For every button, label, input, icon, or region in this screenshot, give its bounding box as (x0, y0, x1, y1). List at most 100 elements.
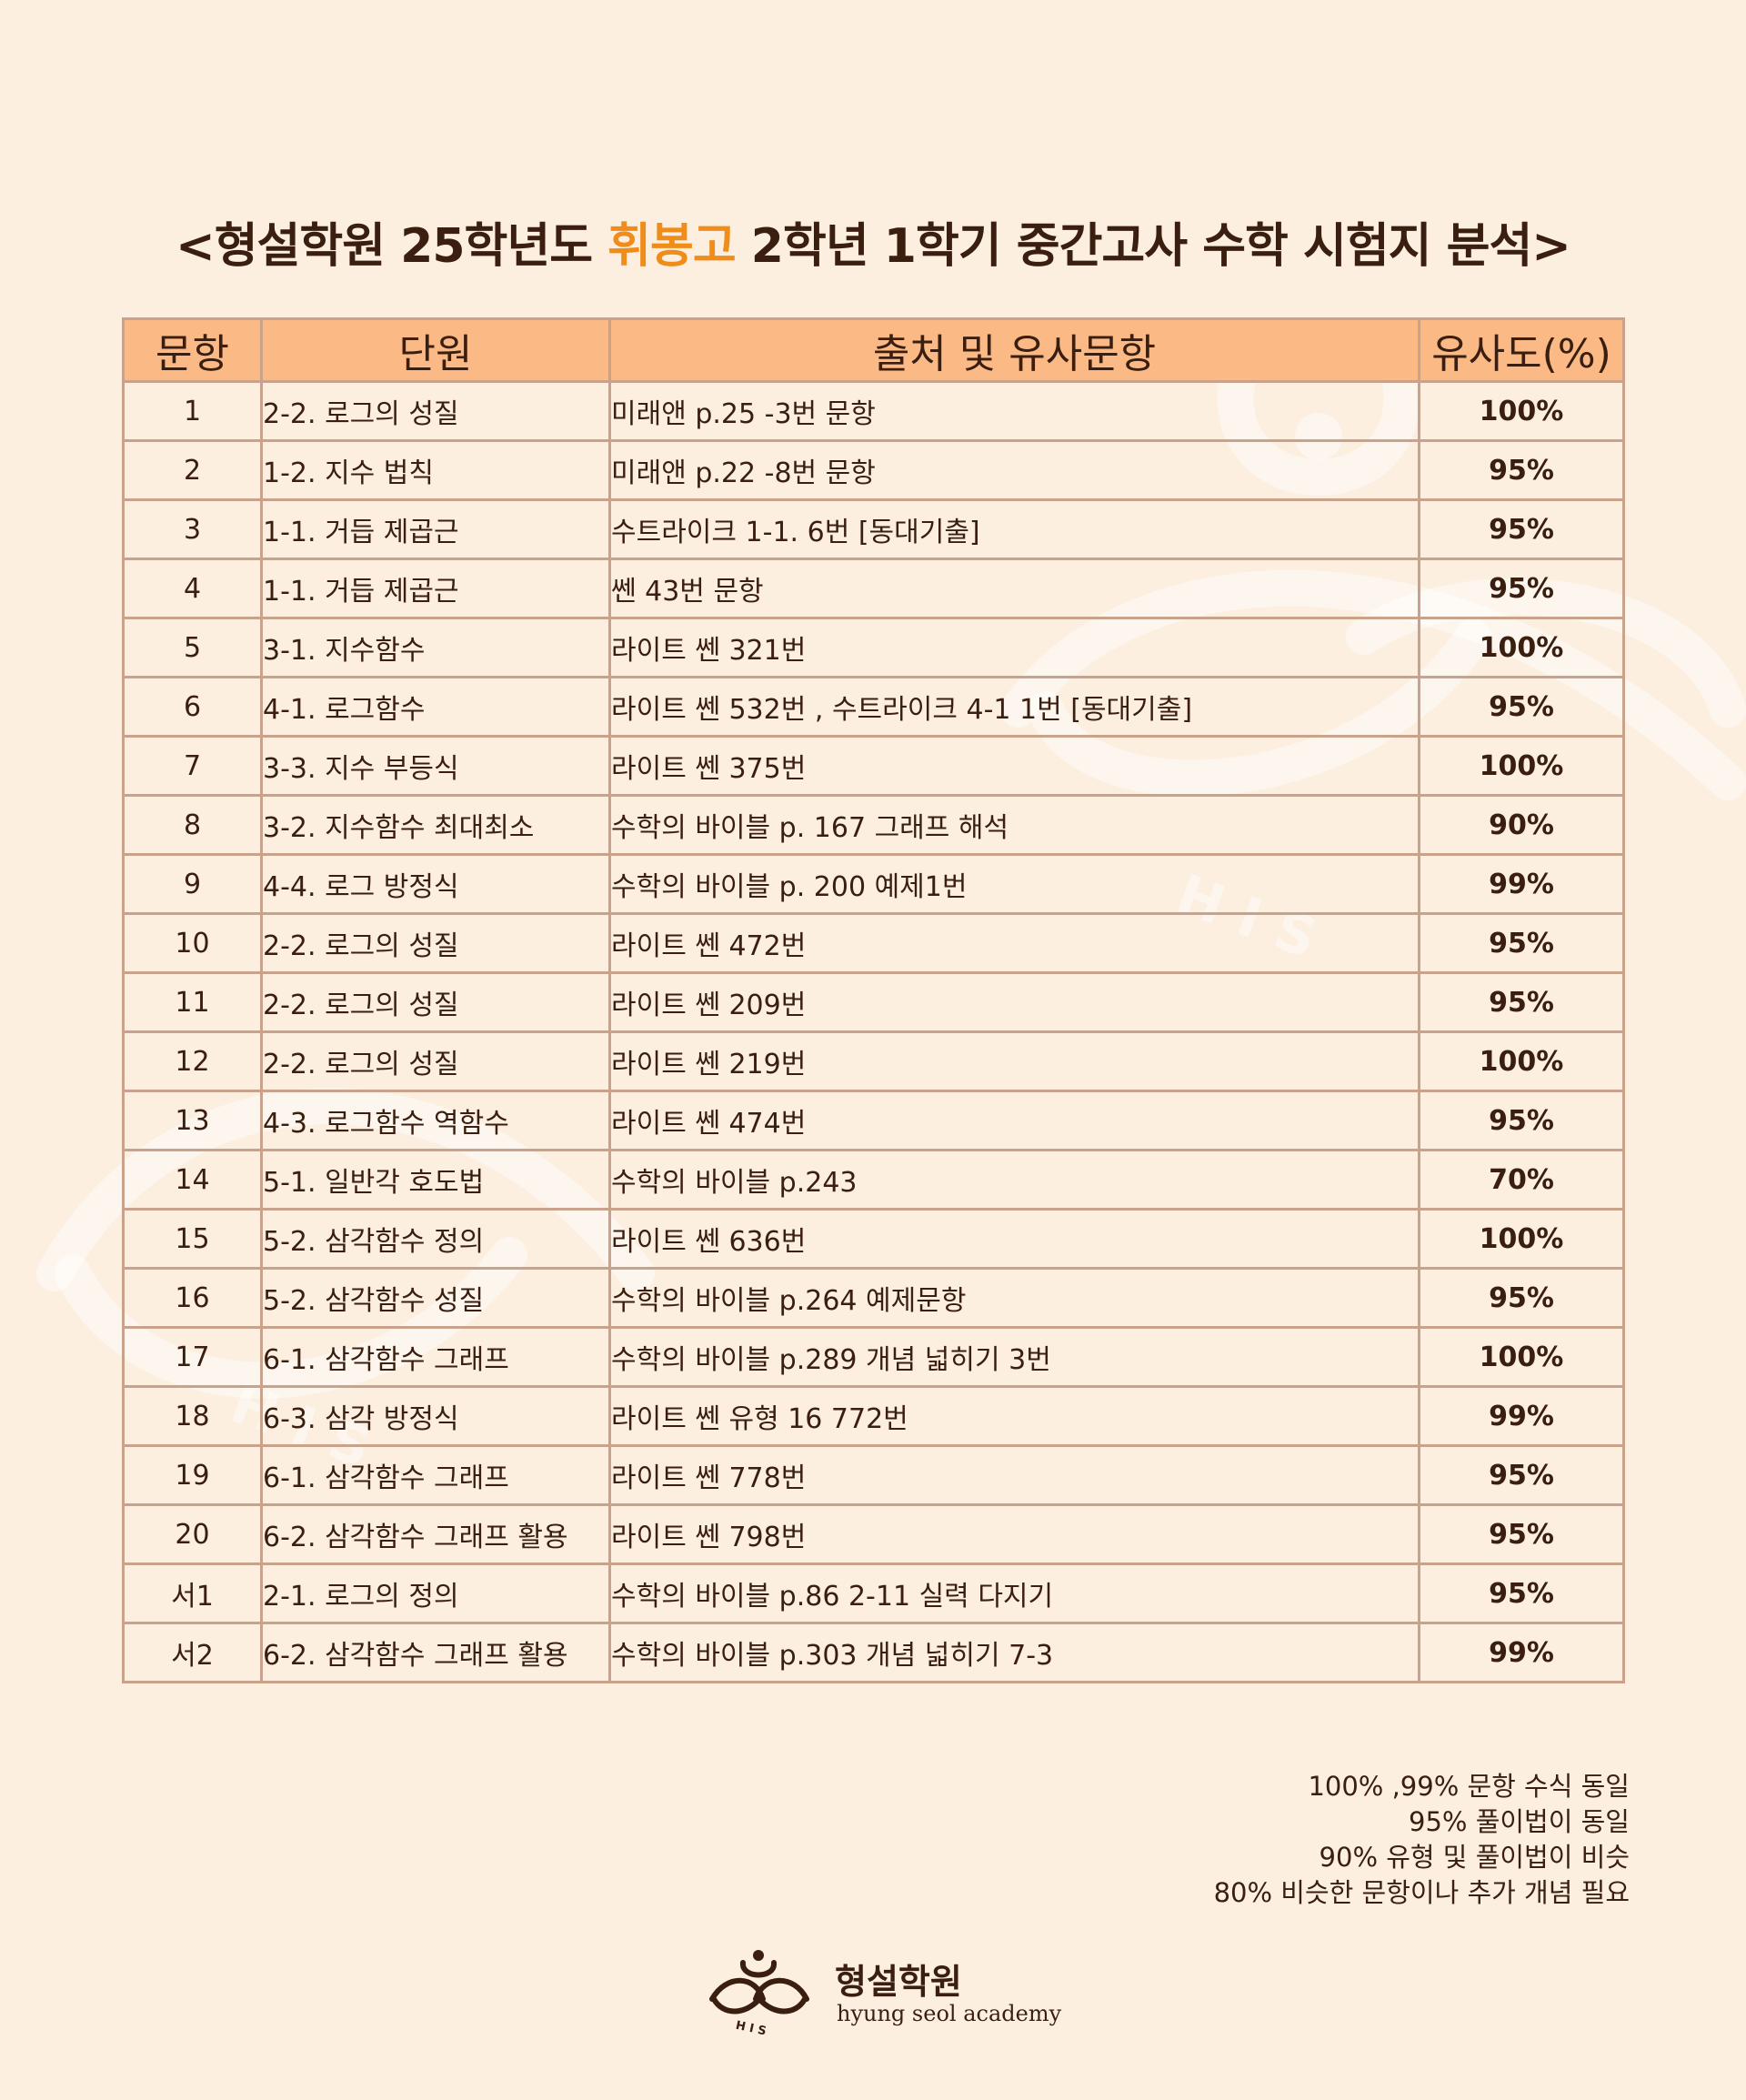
question-number: 18 (122, 1385, 263, 1447)
similarity-cell: 95% (1418, 1444, 1625, 1506)
table-row: 14 5-1. 일반각 호도법 수학의 바이블 p.243 70% (122, 1149, 1625, 1211)
unit-cell: 6-3. 삼각 방정식 (260, 1385, 611, 1447)
table-row: 8 3-2. 지수함수 최대최소 수학의 바이블 p. 167 그래프 해석 90% (122, 794, 1625, 856)
source-cell: 수트라이크 1-1. 6번 [동대기출] (608, 498, 1420, 560)
question-number: 4 (122, 558, 263, 619)
title-prefix: <형설학원 25학년도 (176, 219, 608, 274)
similarity-cell: 95% (1418, 439, 1625, 501)
legend-item: 95% 풀이법이 동일 (1409, 1806, 1630, 1837)
analysis-table: 문항 단원 출처 및 유사문항 유사도(%) 1 2-2. 로그의 성질 미래앤 p… (122, 317, 1625, 1683)
unit-cell: 6-1. 삼각함수 그래프 (260, 1326, 611, 1388)
unit-cell: 4-3. 로그함수 역함수 (260, 1090, 611, 1151)
question-number: 9 (122, 853, 263, 915)
source-cell: 쎈 43번 문항 (608, 558, 1420, 619)
header-unit: 단원 (260, 317, 611, 383)
similarity-cell: 95% (1418, 498, 1625, 560)
unit-cell: 1-2. 지수 법칙 (260, 439, 611, 501)
brand-name-english: hyung seol academy (837, 2001, 1062, 2026)
similarity-cell: 100% (1418, 617, 1625, 678)
source-cell: 라이트 쎈 532번 , 수트라이크 4-1 1번 [동대기출] (608, 676, 1420, 738)
unit-cell: 1-1. 거듭 제곱근 (260, 498, 611, 560)
question-number: 8 (122, 794, 263, 856)
table-row: 12 2-2. 로그의 성질 라이트 쎈 219번 100% (122, 1030, 1625, 1092)
source-cell: 라이트 쎈 474번 (608, 1090, 1420, 1151)
similarity-cell: 95% (1418, 676, 1625, 738)
question-number: 1 (122, 380, 263, 442)
header-similarity: 유사도(%) (1418, 317, 1625, 383)
table-row: 13 4-3. 로그함수 역함수 라이트 쎈 474번 95% (122, 1090, 1625, 1151)
similarity-cell: 100% (1418, 380, 1625, 442)
similarity-legend: 100% ,99% 문항 수식 동일 95% 풀이법이 동일 90% 유형 및 … (1214, 1769, 1630, 1911)
table-row: 서1 2-1. 로그의 정의 수학의 바이블 p.86 2-11 실력 다지기 95% (122, 1562, 1625, 1624)
table-row: 20 6-2. 삼각함수 그래프 활용 라이트 쎈 798번 95% (122, 1503, 1625, 1565)
similarity-cell: 95% (1418, 1562, 1625, 1624)
source-cell: 라이트 쎈 798번 (608, 1503, 1420, 1565)
unit-cell: 3-1. 지수함수 (260, 617, 611, 678)
similarity-cell: 95% (1418, 1503, 1625, 1565)
unit-cell: 2-2. 로그의 성질 (260, 1030, 611, 1092)
similarity-cell: 90% (1418, 794, 1625, 856)
question-number: 2 (122, 439, 263, 501)
question-number: 13 (122, 1090, 263, 1151)
question-number: 11 (122, 971, 263, 1033)
unit-cell: 2-2. 로그의 성질 (260, 380, 611, 442)
source-cell: 라이트 쎈 778번 (608, 1444, 1420, 1506)
unit-cell: 6-2. 삼각함수 그래프 활용 (260, 1503, 611, 1565)
source-cell: 라이트 쎈 유형 16 772번 (608, 1385, 1420, 1447)
table-row: 18 6-3. 삼각 방정식 라이트 쎈 유형 16 772번 99% (122, 1385, 1625, 1447)
unit-cell: 2-2. 로그의 성질 (260, 912, 611, 974)
source-cell: 라이트 쎈 209번 (608, 971, 1420, 1033)
unit-cell: 4-4. 로그 방정식 (260, 853, 611, 915)
unit-cell: 2-2. 로그의 성질 (260, 971, 611, 1033)
question-number: 14 (122, 1149, 263, 1211)
similarity-cell: 95% (1418, 1267, 1625, 1329)
unit-cell: 2-1. 로그의 정의 (260, 1562, 611, 1624)
question-number: 16 (122, 1267, 263, 1329)
header-source: 출처 및 유사문항 (608, 317, 1420, 383)
similarity-cell: 70% (1418, 1149, 1625, 1211)
table-row: 2 1-2. 지수 법칙 미래앤 p.22 -8번 문항 95% (122, 439, 1625, 501)
similarity-cell: 95% (1418, 971, 1625, 1033)
source-cell: 수학의 바이블 p.86 2-11 실력 다지기 (608, 1562, 1420, 1624)
title-school-highlight: 휘봉고 (607, 219, 737, 274)
similarity-cell: 99% (1418, 1622, 1625, 1683)
unit-cell: 5-2. 삼각함수 정의 (260, 1208, 611, 1270)
svg-text:H I S: H I S (734, 2019, 768, 2037)
table-row: 15 5-2. 삼각함수 정의 라이트 쎈 636번 100% (122, 1208, 1625, 1270)
legend-item: 90% 유형 및 풀이법이 비슷 (1319, 1842, 1630, 1873)
table-row: 11 2-2. 로그의 성질 라이트 쎈 209번 95% (122, 971, 1625, 1033)
unit-cell: 4-1. 로그함수 (260, 676, 611, 738)
unit-cell: 5-2. 삼각함수 성질 (260, 1267, 611, 1329)
source-cell: 미래앤 p.25 -3번 문항 (608, 380, 1420, 442)
page-title: <형설학원 25학년도 휘봉고 2학년 1학기 중간고사 수학 시험지 분석> (0, 207, 1746, 276)
source-cell: 라이트 쎈 219번 (608, 1030, 1420, 1092)
table-row: 서2 6-2. 삼각함수 그래프 활용 수학의 바이블 p.303 개념 넓히기 7… (122, 1622, 1625, 1683)
legend-item: 80% 비슷한 문항이나 추가 개념 필요 (1213, 1877, 1630, 1908)
question-number: 15 (122, 1208, 263, 1270)
table-row: 17 6-1. 삼각함수 그래프 수학의 바이블 p.289 개념 넓히기 3번 10… (122, 1326, 1625, 1388)
table-row: 3 1-1. 거듭 제곱근 수트라이크 1-1. 6번 [동대기출] 95% (122, 498, 1625, 560)
source-cell: 라이트 쎈 321번 (608, 617, 1420, 678)
similarity-cell: 100% (1418, 1208, 1625, 1270)
similarity-cell: 100% (1418, 735, 1625, 797)
academy-logo-icon: H I S (709, 1950, 809, 2037)
source-cell: 미래앤 p.22 -8번 문항 (608, 439, 1420, 501)
question-number: 17 (122, 1326, 263, 1388)
source-cell: 수학의 바이블 p. 200 예제1번 (608, 853, 1420, 915)
table-row: 6 4-1. 로그함수 라이트 쎈 532번 , 수트라이크 4-1 1번 [동대기… (122, 676, 1625, 738)
source-cell: 라이트 쎈 472번 (608, 912, 1420, 974)
table-row: 5 3-1. 지수함수 라이트 쎈 321번 100% (122, 617, 1625, 678)
table-row: 19 6-1. 삼각함수 그래프 라이트 쎈 778번 95% (122, 1444, 1625, 1506)
legend-item: 100% ,99% 문항 수식 동일 (1308, 1771, 1630, 1802)
unit-cell: 5-1. 일반각 호도법 (260, 1149, 611, 1211)
table-row: 1 2-2. 로그의 성질 미래앤 p.25 -3번 문항 100% (122, 380, 1625, 442)
table-row: 4 1-1. 거듭 제곱근 쎈 43번 문항 95% (122, 558, 1625, 619)
similarity-cell: 95% (1418, 558, 1625, 619)
source-cell: 라이트 쎈 375번 (608, 735, 1420, 797)
unit-cell: 3-3. 지수 부등식 (260, 735, 611, 797)
table-row: 10 2-2. 로그의 성질 라이트 쎈 472번 95% (122, 912, 1625, 974)
similarity-cell: 99% (1418, 1385, 1625, 1447)
brand-name-korean: 형설학원 (835, 1961, 962, 2002)
question-number: 6 (122, 676, 263, 738)
source-cell: 수학의 바이블 p.289 개념 넓히기 3번 (608, 1326, 1420, 1388)
